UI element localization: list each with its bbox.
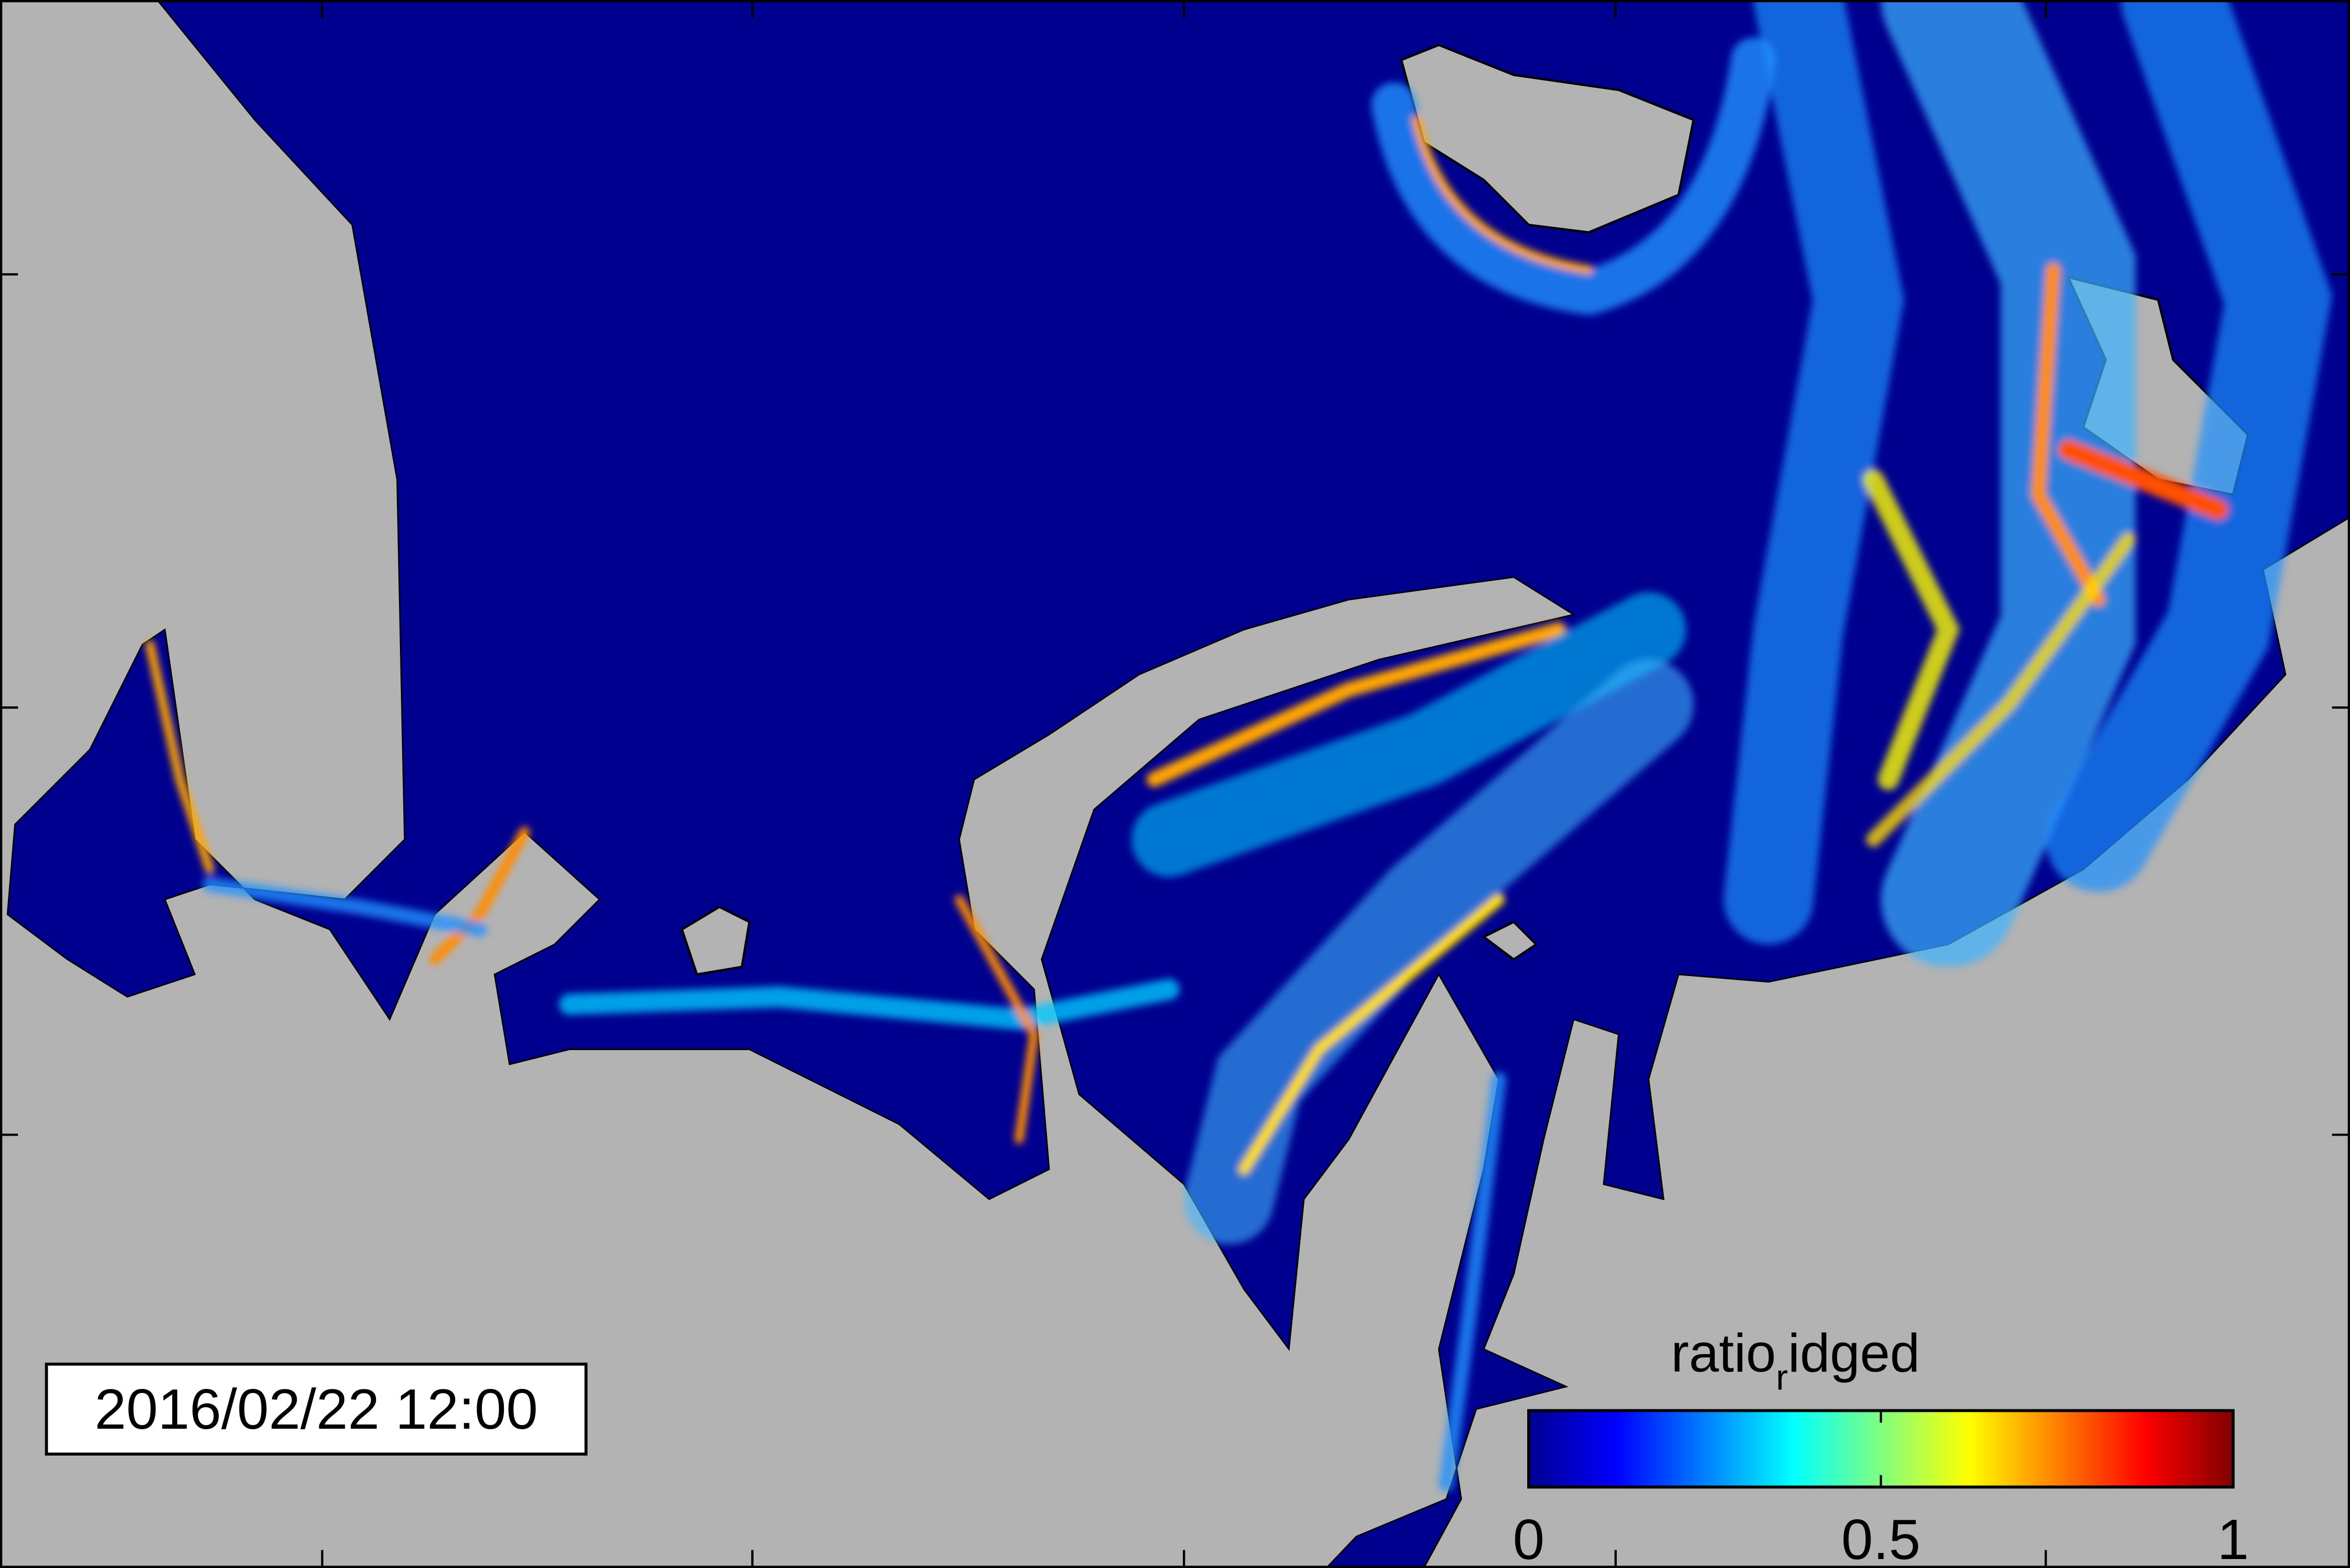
colorbar-tick-label: 0.5 xyxy=(1841,1508,1920,1568)
island xyxy=(1481,920,1538,961)
timestamp-box xyxy=(45,1363,588,1456)
sea xyxy=(6,0,2350,1568)
ridged-ice-field xyxy=(145,0,2333,1492)
label-part: idged xyxy=(1788,1323,1920,1383)
colorbar-tick-label: 1 xyxy=(2217,1508,2249,1568)
island xyxy=(681,905,751,976)
island xyxy=(1400,43,1695,234)
label-subscript: r xyxy=(1776,1358,1788,1397)
timestamp: 2016/02/22 12:00 xyxy=(95,1377,538,1441)
colorbar-tick-label: 0 xyxy=(1513,1508,1545,1568)
colorbar-label: ratioridged xyxy=(1671,1323,1920,1397)
label-part: ratio xyxy=(1671,1323,1776,1383)
